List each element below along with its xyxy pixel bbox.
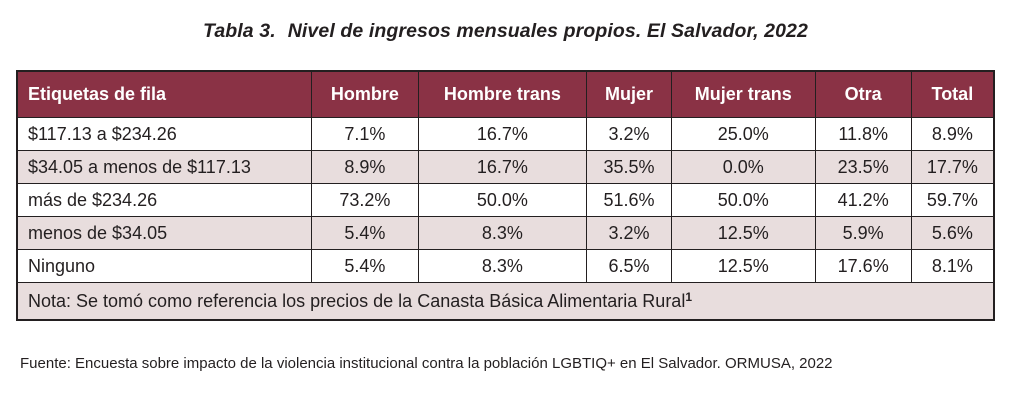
cell-total: 5.6%	[910, 216, 995, 250]
cell-mujer: 3.2%	[586, 216, 672, 250]
table-container: Etiquetas de fila Hombre Hombre trans Mu…	[16, 70, 995, 321]
cell-total: 59.7%	[910, 183, 995, 217]
note-text: Nota: Se tomó como referencia los precio…	[28, 291, 686, 311]
cell-total: 8.9%	[910, 117, 995, 151]
cell-otra: 17.6%	[814, 249, 912, 283]
income-table: Etiquetas de fila Hombre Hombre trans Mu…	[16, 70, 995, 321]
header-mujer: Mujer	[586, 70, 672, 118]
cell-hombre: 73.2%	[311, 183, 419, 217]
row-label: menos de $34.05	[16, 216, 313, 250]
cell-mujer: 6.5%	[586, 249, 672, 283]
table-note-row: Nota: Se tomó como referencia los precio…	[16, 282, 995, 321]
header-hombre: Hombre	[311, 70, 419, 118]
note-footnote-marker: 1	[685, 290, 693, 304]
table-title: Nivel de ingresos mensuales propios. El …	[287, 20, 808, 42]
cell-total: 17.7%	[910, 150, 995, 184]
cell-otra: 11.8%	[814, 117, 912, 151]
source-citation: Fuente: Encuesta sobre impacto de la vio…	[20, 355, 833, 372]
cell-mujer: 51.6%	[586, 183, 672, 217]
cell-total: 8.1%	[910, 249, 995, 283]
table-row: Ninguno 5.4% 8.3% 6.5% 12.5% 17.6% 8.1%	[16, 249, 995, 283]
table-caption: Tabla 3. Nivel de ingresos mensuales prop…	[0, 20, 1011, 43]
cell-hombre: 5.4%	[311, 249, 419, 283]
header-total: Total	[910, 70, 995, 118]
cell-hombre-trans: 8.3%	[417, 216, 588, 250]
cell-hombre: 8.9%	[311, 150, 419, 184]
table-row: menos de $34.05 5.4% 8.3% 3.2% 12.5% 5.9…	[16, 216, 995, 250]
cell-mujer-trans: 12.5%	[670, 216, 816, 250]
cell-otra: 5.9%	[814, 216, 912, 250]
cell-mujer: 35.5%	[586, 150, 672, 184]
row-label: más de $234.26	[16, 183, 313, 217]
cell-hombre: 7.1%	[311, 117, 419, 151]
cell-hombre: 5.4%	[311, 216, 419, 250]
cell-otra: 41.2%	[814, 183, 912, 217]
cell-hombre-trans: 50.0%	[417, 183, 588, 217]
header-row: Etiquetas de fila Hombre Hombre trans Mu…	[16, 70, 995, 118]
table-note: Nota: Se tomó como referencia los precio…	[16, 282, 995, 321]
cell-mujer-trans: 12.5%	[670, 249, 816, 283]
row-label: $34.05 a menos de $117.13	[16, 150, 313, 184]
table-header: Etiquetas de fila Hombre Hombre trans Mu…	[16, 70, 995, 118]
cell-hombre-trans: 16.7%	[417, 117, 588, 151]
table-row: $117.13 a $234.26 7.1% 16.7% 3.2% 25.0% …	[16, 117, 995, 151]
header-hombre-trans: Hombre trans	[417, 70, 588, 118]
cell-otra: 23.5%	[814, 150, 912, 184]
cell-hombre-trans: 8.3%	[417, 249, 588, 283]
header-otra: Otra	[814, 70, 912, 118]
header-row-labels: Etiquetas de fila	[16, 70, 313, 118]
cell-mujer-trans: 25.0%	[670, 117, 816, 151]
header-mujer-trans: Mujer trans	[670, 70, 816, 118]
table-body: $117.13 a $234.26 7.1% 16.7% 3.2% 25.0% …	[16, 117, 995, 321]
cell-mujer-trans: 0.0%	[670, 150, 816, 184]
table-row: $34.05 a menos de $117.13 8.9% 16.7% 35.…	[16, 150, 995, 184]
table-row: más de $234.26 73.2% 50.0% 51.6% 50.0% 4…	[16, 183, 995, 217]
cell-mujer: 3.2%	[586, 117, 672, 151]
table-number: Tabla 3.	[203, 20, 276, 42]
cell-mujer-trans: 50.0%	[670, 183, 816, 217]
row-label: Ninguno	[16, 249, 313, 283]
cell-hombre-trans: 16.7%	[417, 150, 588, 184]
row-label: $117.13 a $234.26	[16, 117, 313, 151]
